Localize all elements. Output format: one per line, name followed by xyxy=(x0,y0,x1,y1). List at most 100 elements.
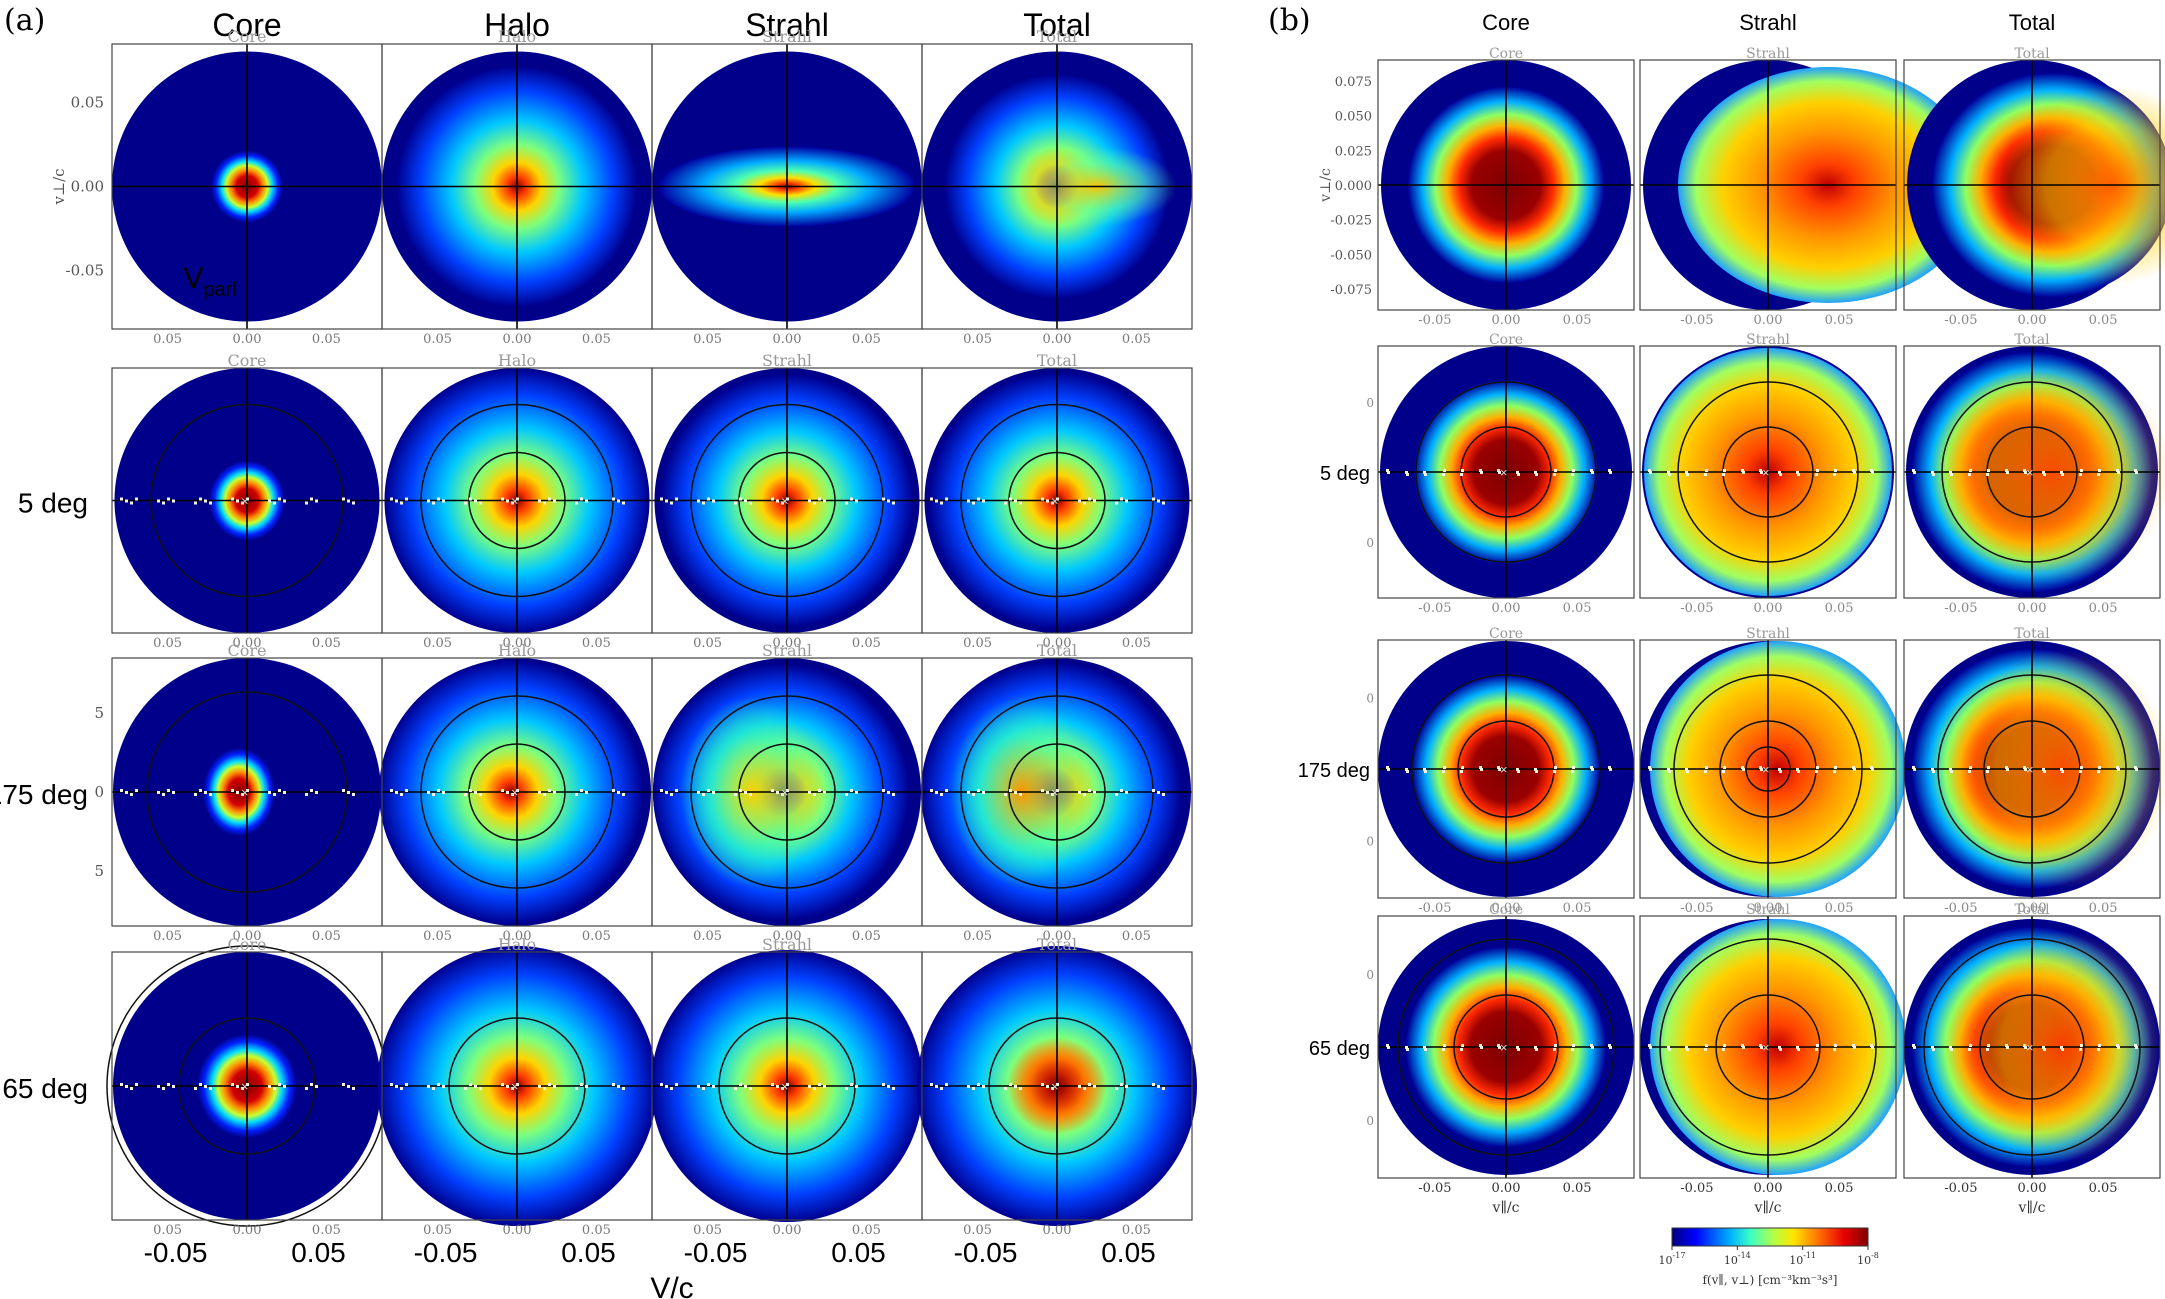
noise-point xyxy=(125,791,128,794)
x-tick-b: 0.00 xyxy=(1492,901,1521,916)
cell-b-r1-core: × xyxy=(1378,346,1634,598)
colorbar: 10-17 10-14 10-11 10-8 f(v∥, v⊥) [cm⁻³km⁻³s³… xyxy=(1659,1227,1879,1287)
noise-point xyxy=(199,497,202,501)
noise-point xyxy=(2135,768,2138,771)
noise-point xyxy=(739,1083,742,1086)
x-big-tick-a: 0.05 xyxy=(831,1237,886,1268)
noise-point xyxy=(342,789,345,792)
origin-marker: × xyxy=(1500,465,1508,480)
cell-b-r1-strahl: × xyxy=(1640,346,1896,598)
origin-marker: × xyxy=(781,1079,789,1094)
noise-point xyxy=(543,793,546,796)
origin-marker: × xyxy=(511,1079,519,1094)
noise-point xyxy=(1461,766,1464,769)
noise-point xyxy=(734,501,737,505)
colorbar-tick-label: 10-8 xyxy=(1857,1251,1879,1267)
noise-point xyxy=(162,501,165,505)
y-tick-b: 0 xyxy=(1366,1114,1374,1128)
noise-point xyxy=(283,791,286,794)
noise-point xyxy=(1949,471,1952,474)
noise-point xyxy=(1816,469,1819,472)
noise-point xyxy=(1852,469,1855,472)
noise-point xyxy=(1497,766,1500,769)
origin-marker: × xyxy=(1762,465,1770,480)
noise-point xyxy=(1423,768,1426,771)
noise-point xyxy=(1517,1048,1520,1051)
noise-point xyxy=(1386,469,1389,472)
noise-point xyxy=(744,1085,747,1088)
x-tick-b: 0.00 xyxy=(1754,601,1783,616)
x-tick-b: -0.05 xyxy=(1680,1181,1713,1196)
noise-point xyxy=(1572,469,1575,472)
cell-b-r2-total: × xyxy=(1904,640,2165,898)
noise-point xyxy=(940,501,943,505)
noise-point xyxy=(516,1083,519,1086)
axes-frame-a xyxy=(921,951,1193,1221)
x-tick-b: 0.05 xyxy=(2089,1181,2118,1196)
small-title-a: Total xyxy=(1037,935,1077,954)
noise-point xyxy=(1742,1046,1745,1049)
noise-point xyxy=(1686,1048,1689,1051)
noise-point xyxy=(1516,471,1519,474)
column-title-b-1: Strahl xyxy=(1739,10,1796,35)
noise-point xyxy=(1480,1046,1483,1049)
noise-point xyxy=(1932,473,1935,476)
noise-point xyxy=(855,1085,858,1088)
noise-point xyxy=(1705,766,1708,769)
noise-point xyxy=(781,1087,784,1090)
noise-point xyxy=(553,1085,556,1088)
noise-point xyxy=(2080,1044,2083,1047)
cell-a-r2-strahl: × xyxy=(652,658,922,926)
noise-point xyxy=(771,789,774,792)
noise-point xyxy=(1912,1044,1915,1047)
noise-point xyxy=(1759,1044,1762,1047)
cell-a-r2-core: × xyxy=(112,658,382,926)
noise-point xyxy=(1816,1044,1819,1047)
noise-point xyxy=(1517,770,1520,773)
noise-point xyxy=(1591,1046,1594,1049)
noise-point xyxy=(1796,471,1799,474)
noise-point xyxy=(1405,1046,1408,1049)
noise-point xyxy=(2060,768,2063,771)
x-tick-a: 0.00 xyxy=(773,332,802,347)
noise-point xyxy=(712,791,715,794)
noise-point xyxy=(241,501,244,505)
noise-point xyxy=(1685,1046,1688,1049)
noise-point xyxy=(1534,1046,1537,1049)
noise-point xyxy=(400,501,403,505)
x-tick-b: -0.05 xyxy=(1680,901,1713,916)
noise-point xyxy=(1516,768,1519,771)
noise-point xyxy=(2061,770,2064,773)
noise-point xyxy=(707,789,710,792)
noise-point xyxy=(543,501,546,505)
noise-point xyxy=(1870,1044,1873,1047)
noise-point xyxy=(1686,473,1689,476)
x-tick-a: 0.05 xyxy=(153,1223,182,1238)
noise-point xyxy=(1479,469,1482,472)
noise-point xyxy=(1912,469,1915,472)
noise-point xyxy=(1162,793,1165,796)
noise-point xyxy=(1608,469,1611,472)
noise-point xyxy=(1125,791,1128,794)
noise-point xyxy=(1442,770,1445,773)
noise-point xyxy=(1152,789,1155,792)
noise-point xyxy=(553,791,556,794)
axes-frame-b xyxy=(1377,345,1635,599)
noise-point xyxy=(1386,766,1389,769)
noise-point xyxy=(1779,1048,1782,1051)
noise-point xyxy=(1913,768,1916,771)
noise-point xyxy=(1968,1048,1971,1051)
noise-point xyxy=(516,789,519,792)
noise-point xyxy=(1704,770,1707,773)
speed-circle-2 xyxy=(1941,381,2123,563)
noise-point xyxy=(1705,1044,1708,1047)
noise-point xyxy=(204,499,207,503)
x-tick-b: 0.05 xyxy=(1825,901,1854,916)
noise-point xyxy=(538,791,541,794)
colorbar-label: f(v∥, v⊥) [cm⁻³km⁻³s³] xyxy=(1702,1273,1837,1287)
noise-point xyxy=(1162,501,1165,505)
axes-frame-a xyxy=(921,367,1193,634)
x-tick-a: 0.05 xyxy=(582,1223,611,1238)
noise-point xyxy=(940,1087,943,1090)
noise-point xyxy=(1723,766,1726,769)
